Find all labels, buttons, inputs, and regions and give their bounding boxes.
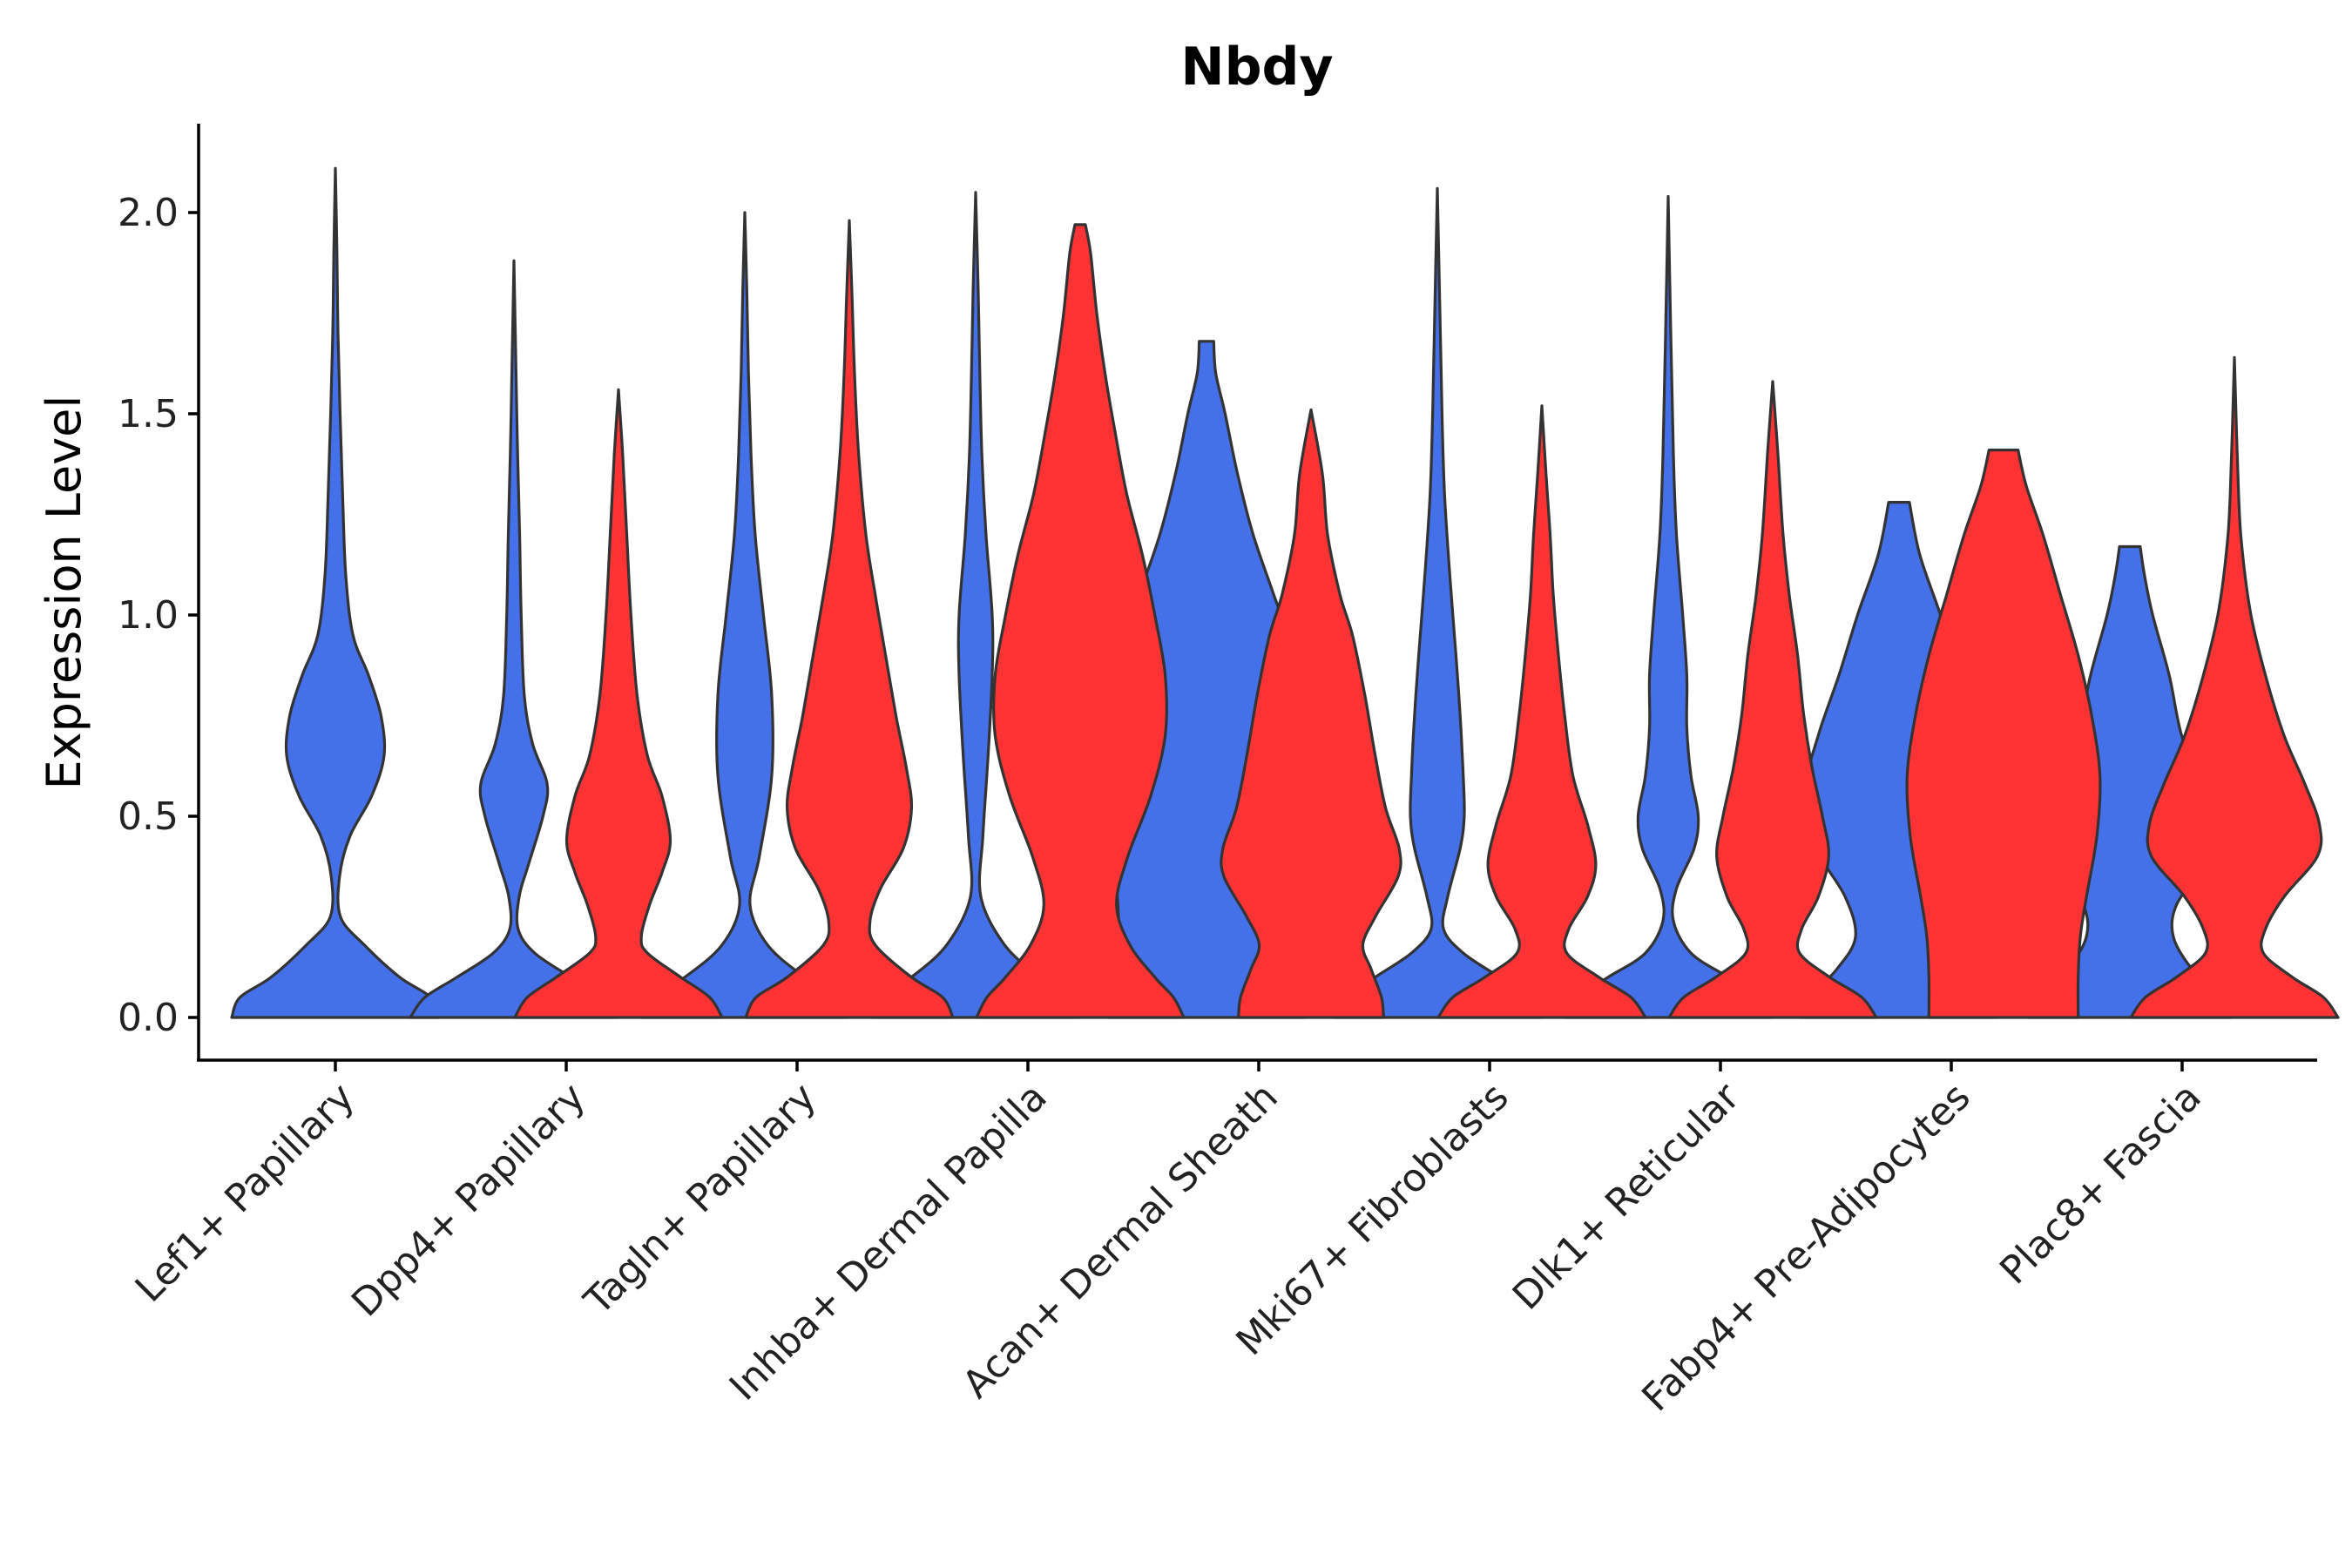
y-tick-label: 0.0 xyxy=(118,996,179,1040)
y-tick-label: 1.0 xyxy=(118,593,179,638)
violin-group-2-7 xyxy=(1905,449,2102,1019)
violin-group-2-6 xyxy=(1667,380,1878,1019)
x-tick-label: Dlk1+ Reticular xyxy=(1504,1074,1749,1319)
x-tick-label: Lef1+ Papillary xyxy=(127,1075,363,1311)
violin-group-1-3 xyxy=(870,191,1081,1019)
y-tick-label: 0.5 xyxy=(118,794,179,839)
violin-group-1-1 xyxy=(409,259,619,1019)
plot-area xyxy=(230,166,2340,1019)
chart-title: Nbdy xyxy=(1180,37,1333,98)
violin-group-1-2 xyxy=(639,211,850,1019)
y-tick-label: 2.0 xyxy=(118,191,179,235)
y-tick-label: 1.5 xyxy=(118,392,179,436)
y-axis-ticks: 0.0 0.5 1.0 1.5 2.0 xyxy=(118,191,199,1040)
y-axis-title: Expression Level xyxy=(37,395,91,790)
violin-group-2-8 xyxy=(2129,355,2340,1019)
violin-group-2-3 xyxy=(975,223,1186,1019)
x-tick-label: Dpp4+ Papillary xyxy=(343,1075,594,1326)
violin-group-2-2 xyxy=(744,219,955,1019)
violin-group-2-5 xyxy=(1436,404,1647,1019)
violin-group-1-6 xyxy=(1563,194,1774,1019)
violin-group-2-1 xyxy=(513,388,724,1019)
violin-group-1-0 xyxy=(230,166,441,1019)
violin-group-1-5 xyxy=(1332,186,1543,1019)
x-tick-label: Plac8+ Fascia xyxy=(1991,1075,2210,1294)
violin-group-2-4 xyxy=(1220,408,1402,1019)
x-tick-label: Tagln+ Papillary xyxy=(576,1075,825,1324)
